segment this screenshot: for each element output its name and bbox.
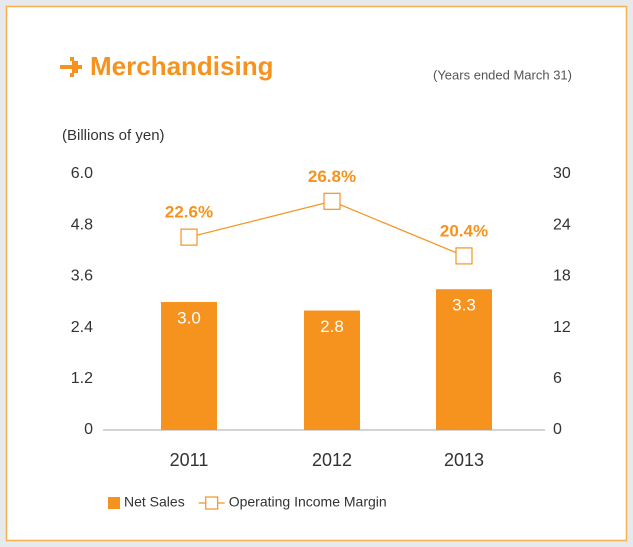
x-tick-label: 2011 [170, 450, 209, 470]
bar-value-label: 3.3 [452, 296, 476, 315]
y2-tick-label: 24 [553, 216, 571, 233]
x-tick-label: 2012 [312, 450, 352, 470]
legend-swatch [108, 497, 120, 509]
line-marker [455, 247, 473, 265]
line-value-label: 22.6% [165, 203, 213, 222]
line-marker [323, 192, 341, 210]
y2-tick-label: 18 [553, 268, 571, 285]
bar [161, 302, 217, 430]
y-tick-label: 4.8 [71, 216, 93, 233]
x-tick-label: 2013 [444, 450, 484, 470]
y-tick-label: 2.4 [71, 319, 93, 336]
y-tick-label: 0 [84, 421, 93, 438]
bar-value-label: 2.8 [320, 317, 344, 336]
y-tick-label: 6.0 [71, 165, 93, 182]
legend-label: Net Sales [124, 494, 185, 510]
legend-swatch-marker [205, 496, 219, 510]
line-value-label: 26.8% [308, 167, 356, 186]
y2-tick-label: 0 [553, 421, 562, 438]
panel [5, 5, 628, 542]
line-marker [180, 228, 198, 246]
title-icon [60, 57, 82, 77]
chart-title: Merchandising [90, 51, 273, 81]
bar [436, 289, 492, 430]
y-tick-label: 3.6 [71, 268, 93, 285]
bar [304, 310, 360, 430]
y2-tick-label: 12 [553, 319, 571, 336]
line-value-label: 20.4% [440, 221, 488, 240]
y2-tick-label: 6 [553, 370, 562, 387]
y-axis-label: (Billions of yen) [62, 127, 165, 144]
legend-label: Operating Income Margin [229, 494, 387, 510]
y2-tick-label: 30 [553, 165, 571, 182]
chart-subtitle: (Years ended March 31) [433, 67, 572, 82]
bar-value-label: 3.0 [177, 308, 201, 327]
y-tick-label: 1.2 [71, 370, 93, 387]
